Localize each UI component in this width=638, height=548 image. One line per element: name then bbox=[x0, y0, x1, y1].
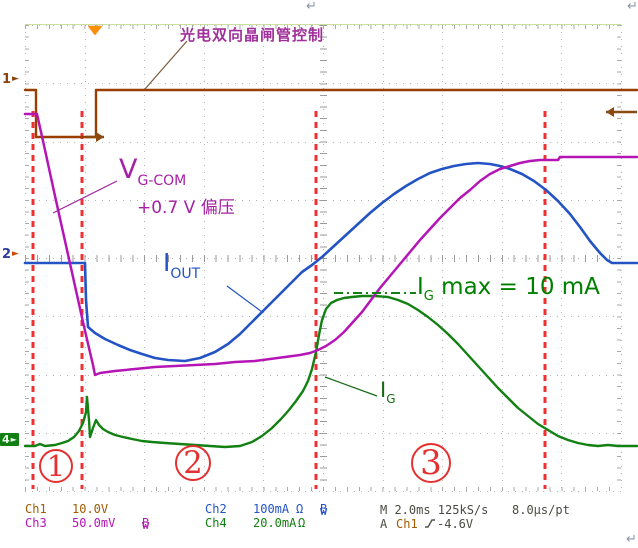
igmax-subscript: G bbox=[423, 289, 434, 304]
grid-line bbox=[621, 25, 622, 491]
iout-subscript: OUT bbox=[170, 266, 201, 282]
region-circle-1: 1 bbox=[39, 449, 73, 483]
ch4-impedance: Ω bbox=[298, 516, 306, 530]
ch4-ref-arrow-icon: ► bbox=[10, 434, 17, 444]
igmax-label: IG max = 10 mA bbox=[417, 274, 600, 304]
ig-symbol: I bbox=[380, 378, 387, 402]
ch4-name: Ch4 bbox=[205, 516, 227, 530]
trigger-position-icon bbox=[88, 26, 102, 35]
ch1-name: Ch1 bbox=[25, 502, 47, 516]
ch4-ref-marker: 4 ► bbox=[0, 433, 19, 446]
ch2-impedance: Ω bbox=[296, 502, 304, 516]
trigger-level: -4.6V bbox=[437, 517, 474, 531]
ch2-scale: 100mA bbox=[253, 502, 290, 516]
igmax-text: max = 10 mA bbox=[433, 274, 600, 300]
ch4-scale: 20.0mA bbox=[253, 516, 297, 530]
ch1-ref-arrow-icon: ► bbox=[12, 74, 19, 84]
iout-label: IOUT bbox=[163, 248, 200, 281]
grid-line bbox=[25, 25, 621, 29]
vgcom-subscript: G-COM bbox=[137, 173, 187, 189]
title-text: 光电双向晶闸管控制 bbox=[180, 26, 325, 44]
ch4-ref-digit: 4 bbox=[2, 432, 10, 446]
trigger-slope-icon bbox=[425, 519, 435, 528]
grid-line bbox=[25, 491, 621, 492]
trigger-mode: A bbox=[380, 517, 388, 531]
ig-subscript: G bbox=[386, 392, 396, 406]
timebase-readout: M 2.0ms 125kS/s bbox=[380, 503, 489, 517]
ch2-name: Ch2 bbox=[205, 502, 227, 516]
grid-line bbox=[25, 25, 29, 491]
title-annotation: 光电双向晶闸管控制 bbox=[180, 28, 324, 43]
region-circle-2: 2 bbox=[175, 445, 211, 481]
ch2-ref-marker: 2 ► bbox=[2, 248, 19, 261]
ig-label: IG bbox=[380, 378, 396, 406]
resolution-readout: 8.0µs/pt bbox=[512, 503, 570, 517]
ch1-ref-marker: 1 ► bbox=[2, 73, 19, 86]
grid-line bbox=[25, 487, 621, 491]
ch1-scale: 10.0V bbox=[72, 502, 109, 516]
ch2-ref-arrow-icon: ► bbox=[12, 249, 19, 259]
return-mark-top: ↵ bbox=[306, 0, 317, 14]
vgcom-label: VG-COM bbox=[119, 154, 186, 188]
trigger-source: Ch1 bbox=[396, 517, 418, 531]
return-mark-top-right: ↵ bbox=[627, 0, 638, 14]
grid-line bbox=[25, 255, 621, 262]
igmax-symbol: I bbox=[417, 274, 424, 300]
return-mark-bottom: ↵ bbox=[626, 532, 637, 547]
ch3-name: Ch3 bbox=[25, 516, 47, 530]
ch2-ref-digit: 2 bbox=[2, 247, 12, 262]
ch1-ref-digit: 1 bbox=[2, 72, 12, 87]
vgcom-symbol: V bbox=[119, 154, 138, 185]
grid-line bbox=[617, 25, 621, 491]
iout-symbol: I bbox=[163, 248, 171, 277]
bias-label: +0.7 V 偏压 bbox=[137, 200, 235, 217]
ch3-scale: 50.0mV bbox=[72, 516, 116, 530]
bias-text: +0.7 V 偏压 bbox=[137, 198, 235, 218]
region-circle-3: 3 bbox=[411, 443, 451, 483]
grid-line bbox=[25, 24, 621, 25]
